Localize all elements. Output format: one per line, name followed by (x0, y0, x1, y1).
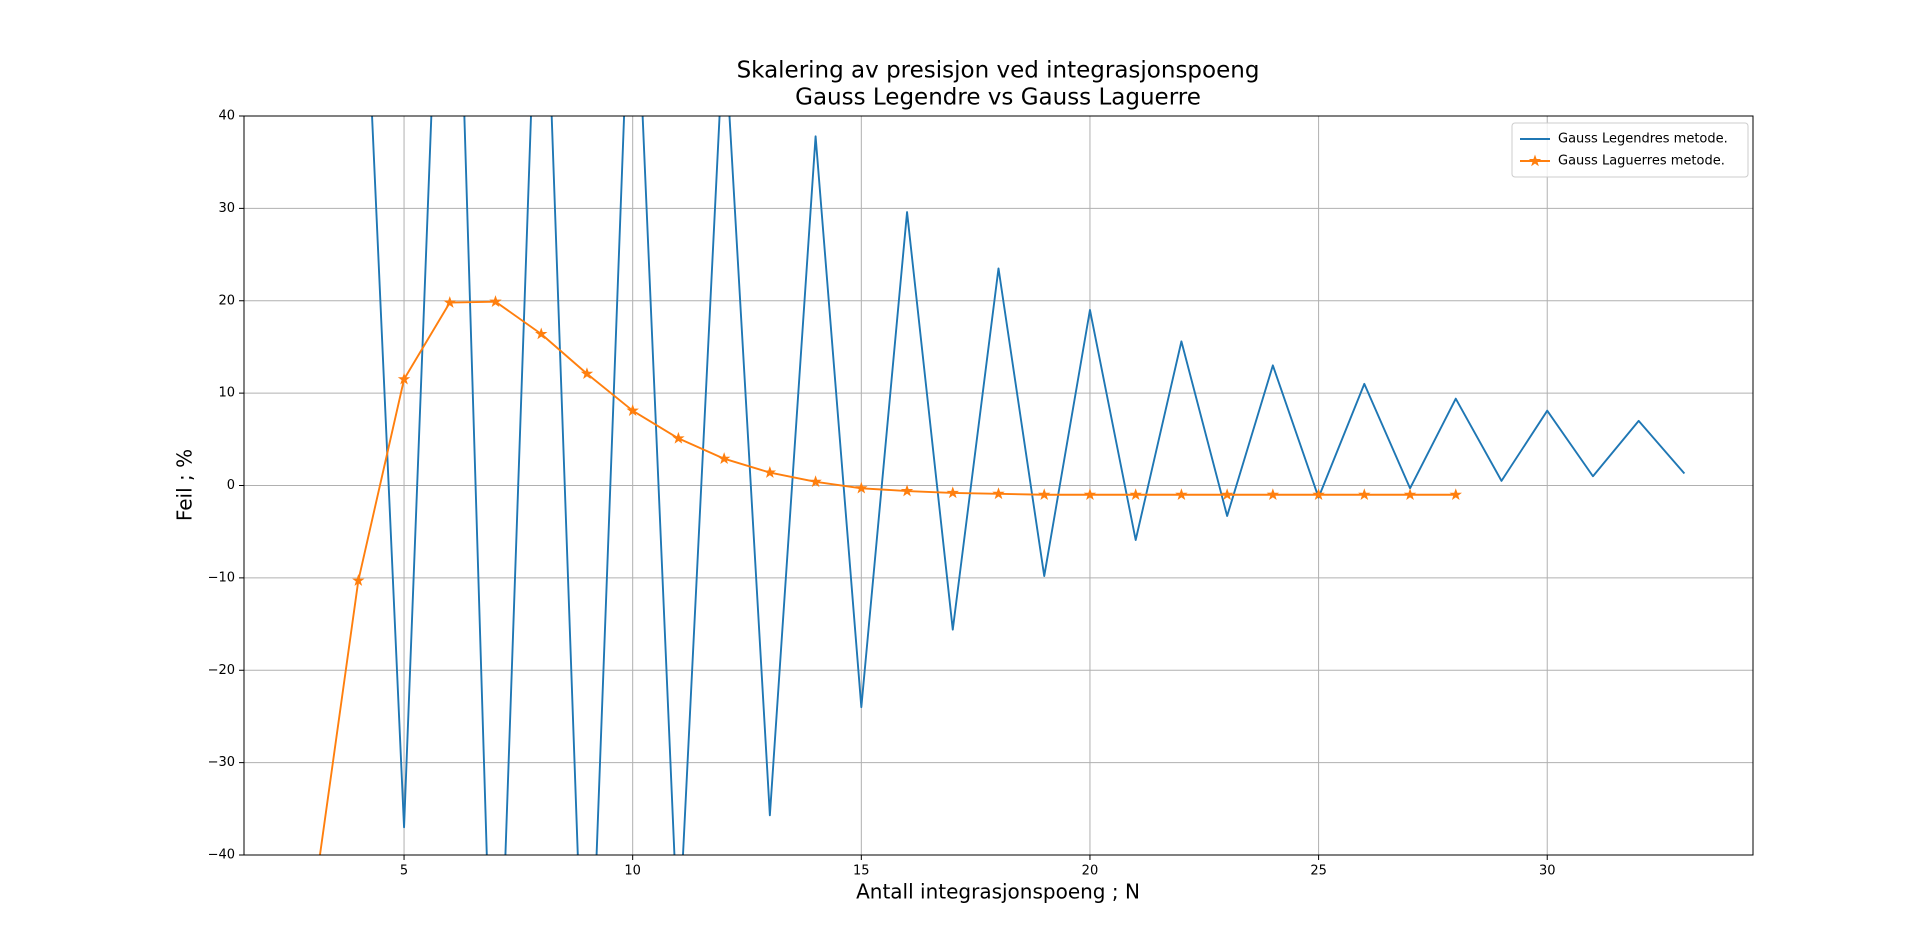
data-point (352, 574, 365, 586)
x-tick-label: 5 (400, 864, 408, 879)
x-tick-label: 20 (1082, 864, 1099, 879)
data-point (900, 484, 914, 497)
x-tick-label: 10 (624, 864, 641, 879)
data-point (535, 327, 548, 340)
data-point (626, 404, 639, 416)
data-point (489, 295, 502, 307)
data-point (992, 487, 1005, 500)
y-tick-label: 0 (227, 478, 235, 493)
data-point (763, 466, 777, 478)
x-tick-label: 25 (1310, 864, 1327, 879)
legend-marker (1528, 154, 1542, 167)
x-tick-label: 30 (1539, 864, 1556, 879)
data-point (717, 452, 731, 464)
data-point (580, 367, 594, 379)
x-tick-label: 15 (853, 864, 870, 879)
y-axis-label: Feil ; % (173, 449, 197, 521)
plot-frame (243, 115, 1754, 856)
data-point (855, 481, 868, 494)
data-point (1175, 488, 1188, 501)
data-point (672, 431, 685, 444)
y-tick-label: 30 (218, 201, 235, 216)
y-tick-label: 20 (218, 293, 235, 308)
y-tick-label: −10 (208, 570, 235, 585)
data-point (397, 372, 411, 385)
data-point (1403, 488, 1417, 501)
data-point (809, 475, 822, 488)
series-line (318, 300, 1456, 855)
y-tick-label: 40 (218, 109, 235, 124)
plot-area (318, 116, 1686, 855)
data-point (1038, 488, 1051, 501)
legend-box (1511, 122, 1749, 178)
data-point (946, 486, 959, 499)
x-axis-label: Antall integrasjonspoeng ; N (856, 880, 1140, 904)
data-point (1220, 488, 1234, 501)
chart-title: Skalering av presisjon ved integrasjonsp… (737, 58, 1260, 84)
data-point (443, 296, 456, 308)
data-point (1312, 488, 1325, 501)
y-tick-label: −20 (208, 663, 235, 678)
data-point (1266, 488, 1280, 501)
data-point (1129, 488, 1142, 501)
data-point (1449, 488, 1462, 501)
legend-label: Gauss Legendres metode. (1558, 132, 1728, 147)
legend-label: Gauss Laguerres metode. (1558, 154, 1725, 169)
data-point (1358, 488, 1371, 501)
y-tick-label: −40 (208, 848, 235, 863)
chart-title: Gauss Legendre vs Gauss Laguerre (795, 85, 1201, 111)
data-point (1083, 488, 1097, 501)
series-line (371, 116, 1686, 855)
y-tick-label: −30 (208, 755, 235, 770)
y-tick-label: 10 (218, 386, 235, 401)
